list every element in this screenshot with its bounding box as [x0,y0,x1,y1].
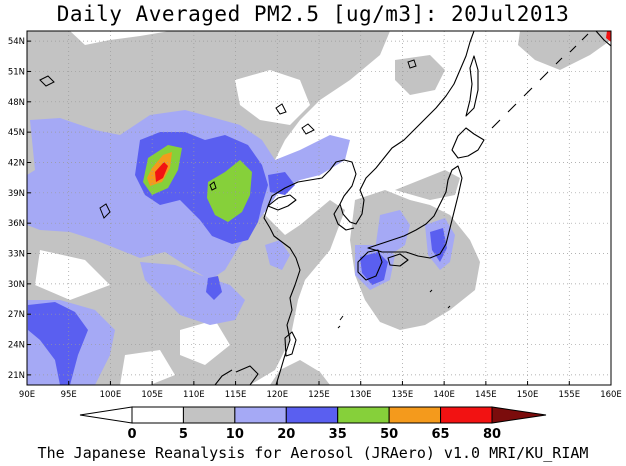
lon-tick-label: 140E [433,390,455,400]
lon-tick-label: 90E [19,390,35,400]
lon-tick-label: 160E [600,390,622,400]
lon-tick-label: 155E [558,390,580,400]
lon-tick-label: 110E [183,390,205,400]
lat-tick-label: 36N [8,219,25,229]
color-bar-legend: 0 5 10 20 35 50 65 80 [79,406,547,442]
legend-swatch [234,406,287,424]
lat-tick-label: 21N [8,371,25,381]
lat-tick-label: 30N [8,280,25,290]
legend-level-label: 80 [483,427,501,442]
footer-credit: The Japanese Reanalysis for Aerosol (JRA… [37,444,589,462]
lat-lon-grid [27,31,611,385]
lon-tick-label: 145E [475,390,497,400]
legend-level-label: 0 [127,427,136,442]
lat-tick-label: 39N [8,189,25,199]
lakes [39,59,417,219]
legend-swatch [337,406,390,424]
lat-tick-label: 27N [8,310,25,320]
lon-tick-label: 115E [225,390,247,400]
legend-above-max-triangle [491,406,547,424]
legend-swatch [285,406,339,424]
lon-tick-label: 100E [100,390,122,400]
pm25-above-80-corner [606,31,611,42]
lon-tick-label: 135E [392,390,414,400]
concentration-field [27,31,611,385]
map-title: Daily Averaged PM2.5 [ug/m3]: 20Jul2013 [56,2,570,26]
legend-level-label: 10 [226,427,244,442]
lat-tick-label: 33N [8,250,25,260]
latitude-axis: 21N 24N 27N 30N 33N 36N 39N 42N 45N 48N 51N 54N [8,37,31,381]
lon-tick-label: 95E [61,390,77,400]
longitude-axis: 90E 95E 100E 105E 110E 115E 120E 125E 130E 135E 14… [19,381,622,400]
legend-level-label: 5 [179,427,188,442]
legend-swatch [182,406,236,424]
legend-swatch [131,406,184,424]
small-islands [337,289,451,329]
lat-tick-label: 54N [8,37,25,47]
legend-below-min-triangle [79,406,133,424]
lat-tick-label: 24N [8,341,25,351]
legend-swatch [440,406,493,424]
legend-swatch [388,406,442,424]
legend-level-label: 20 [277,427,295,442]
lon-tick-label: 130E [350,390,372,400]
lat-tick-label: 48N [8,98,25,108]
legend-level-label: 35 [329,427,347,442]
lon-tick-label: 105E [141,390,163,400]
pm25-65-80-regions [155,162,168,182]
legend-level-label: 50 [380,427,398,442]
lon-tick-label: 125E [308,390,330,400]
lat-tick-label: 45N [8,128,25,138]
legend-level-label: 65 [432,427,450,442]
lon-tick-label: 120E [266,390,288,400]
lat-tick-label: 51N [8,67,25,77]
lat-tick-label: 42N [8,158,25,168]
coastlines [214,31,611,385]
lon-tick-label: 150E [517,390,539,400]
